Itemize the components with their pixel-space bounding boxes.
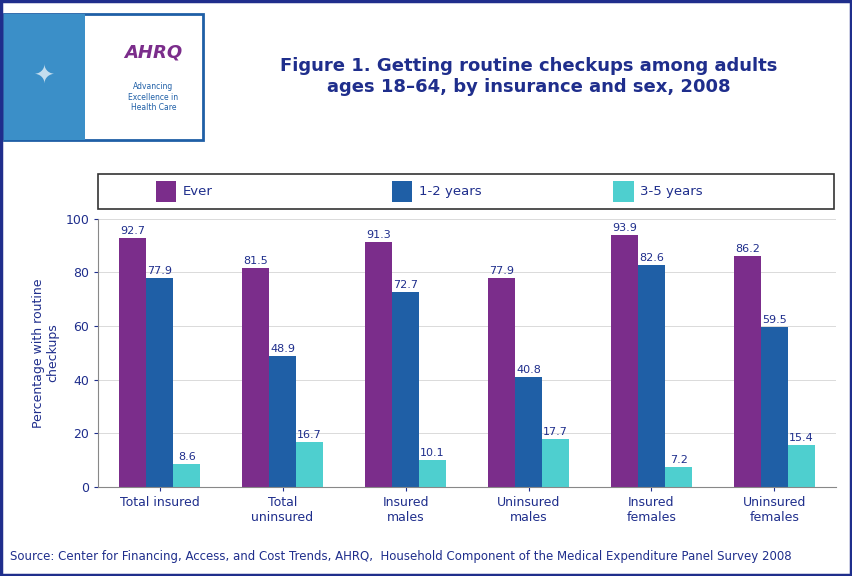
Bar [541,439,568,487]
Bar [268,356,296,487]
Text: 93.9: 93.9 [611,223,636,233]
Bar [487,278,515,487]
Text: 16.7: 16.7 [296,430,321,440]
Text: 7.2: 7.2 [669,455,687,465]
Text: 72.7: 72.7 [393,280,417,290]
Bar [146,278,173,487]
Text: 77.9: 77.9 [147,266,172,276]
Bar [515,377,541,487]
Text: 81.5: 81.5 [243,256,268,266]
Text: Ever: Ever [182,185,212,198]
FancyBboxPatch shape [155,181,176,202]
Bar [787,445,814,487]
Bar [296,442,323,487]
Text: 3-5 years: 3-5 years [640,185,702,198]
Bar [637,266,665,487]
Text: Source: Center for Financing, Access, and Cost Trends, AHRQ,  Household Componen: Source: Center for Financing, Access, an… [10,550,791,563]
Bar [760,327,787,487]
Text: 17.7: 17.7 [543,427,567,437]
Text: Advancing
Excellence in
Health Care: Advancing Excellence in Health Care [129,82,178,112]
Bar [392,292,418,487]
Bar [365,242,392,487]
Bar [610,235,637,487]
Text: 92.7: 92.7 [120,226,145,236]
Bar [242,268,268,487]
Bar [4,14,85,140]
Text: 59.5: 59.5 [761,315,786,325]
Text: ✦: ✦ [34,65,55,89]
Text: AHRQ: AHRQ [124,43,182,61]
Text: 77.9: 77.9 [488,266,514,276]
FancyBboxPatch shape [98,173,833,210]
Text: 48.9: 48.9 [270,344,295,354]
Y-axis label: Percentage with routine
checkups: Percentage with routine checkups [32,278,60,427]
Text: 91.3: 91.3 [366,230,390,240]
Bar [173,464,200,487]
Text: Figure 1. Getting routine checkups among adults
ages 18–64, by insurance and sex: Figure 1. Getting routine checkups among… [279,57,777,96]
Bar [418,460,446,487]
Text: 86.2: 86.2 [734,244,759,253]
Text: 8.6: 8.6 [177,452,195,461]
FancyBboxPatch shape [391,181,412,202]
Bar [733,256,760,487]
Text: 40.8: 40.8 [515,365,540,376]
Bar [665,468,691,487]
FancyBboxPatch shape [4,14,203,140]
Text: 15.4: 15.4 [788,433,813,444]
FancyBboxPatch shape [613,181,633,202]
Bar [119,238,146,487]
Text: 1-2 years: 1-2 years [418,185,481,198]
Text: 10.1: 10.1 [420,448,445,457]
Text: 82.6: 82.6 [638,253,663,263]
